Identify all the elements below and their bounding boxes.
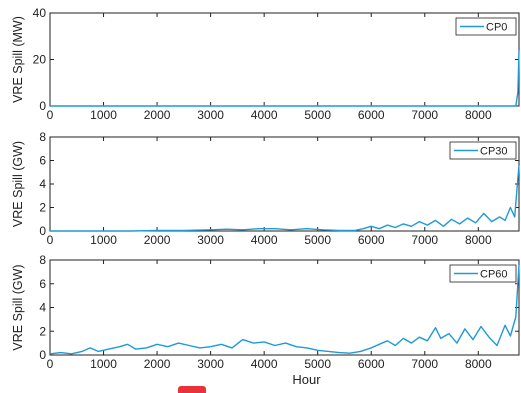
y-tick-label: 8	[39, 253, 46, 267]
x-tick-label: 1000	[90, 108, 117, 122]
y-tick-label: 40	[33, 6, 47, 20]
y-tick-label: 0	[39, 348, 46, 362]
legend-box	[449, 264, 517, 283]
x-tick-label: 4000	[251, 108, 278, 122]
legend-box	[455, 17, 517, 36]
x-tick-label: 6000	[358, 108, 385, 122]
x-tick-label: 5000	[304, 357, 331, 371]
x-tick-label: 1000	[90, 233, 117, 247]
x-tick-label: 7000	[411, 108, 438, 122]
y-axis-label: VRE Spill (MW)	[11, 16, 25, 103]
y-axis-label: VRE Spill (GW)	[11, 264, 25, 350]
x-tick-label: 2000	[144, 108, 171, 122]
x-axis-label: Hour	[292, 372, 321, 387]
x-tick-label: 5000	[304, 108, 331, 122]
y-tick-label: 2	[39, 201, 46, 215]
chart-panel-3: 0 1000 2000 3000 4000 5000 6000 7000 8000 0 2 4 6 8 VR…	[11, 253, 520, 387]
x-tick-label: 5000	[304, 233, 331, 247]
y-tick-label: 6	[39, 154, 46, 168]
plot-area-frame	[49, 259, 520, 356]
y-tick-label: 8	[39, 130, 46, 144]
x-tick-label: 0	[47, 357, 54, 371]
y-tick-label: 4	[39, 301, 46, 315]
x-tick-label: 8000	[465, 108, 492, 122]
y-tick-label: 2	[39, 324, 46, 338]
x-tick-label: 8000	[465, 357, 492, 371]
x-tick-label: 6000	[358, 357, 385, 371]
x-tick-label: 0	[47, 108, 54, 122]
plot-area-frame	[49, 136, 520, 232]
chart-panel-1: 0 1000 2000 3000 4000 5000 6000 7000 8000 0 20 40 VR…	[11, 6, 520, 122]
y-tick-label: 20	[33, 53, 47, 67]
x-tick-label: 4000	[251, 233, 278, 247]
x-tick-label: 2000	[144, 233, 171, 247]
plot-area-frame	[49, 12, 520, 107]
series-line-cp30	[50, 165, 520, 232]
x-tick-label: 1000	[90, 357, 117, 371]
x-tick-label: 7000	[411, 357, 438, 371]
x-tick-label: 0	[47, 233, 54, 247]
x-tick-label: 3000	[197, 108, 224, 122]
y-axis-label: VRE Spill (GW)	[11, 141, 25, 227]
y-tick-label: 0	[39, 224, 46, 238]
y-tick-label: 4	[39, 177, 46, 191]
x-tick-label: 7000	[411, 233, 438, 247]
y-tick-label: 6	[39, 277, 46, 291]
legend-entry-label: CP0	[486, 22, 507, 34]
x-tick-label: 3000	[197, 233, 224, 247]
legend-entry-label: CP30	[480, 146, 508, 158]
x-tick-label: 2000	[144, 357, 171, 371]
x-tick-label: 8000	[465, 233, 492, 247]
red-marker-shape	[178, 386, 206, 393]
x-tick-label: 6000	[358, 233, 385, 247]
x-tick-label: 3000	[197, 357, 224, 371]
series-line-cp60	[49, 264, 520, 355]
legend-entry-label: CP60	[480, 269, 508, 281]
series-line-cp0	[50, 50, 520, 107]
x-tick-label: 4000	[251, 357, 278, 371]
y-tick-label: 0	[39, 99, 46, 113]
legend-box	[449, 141, 517, 160]
chart-panel-2: 0 1000 2000 3000 4000 5000 6000 7000 8000 0 2 4 6 8 VR…	[11, 130, 520, 247]
